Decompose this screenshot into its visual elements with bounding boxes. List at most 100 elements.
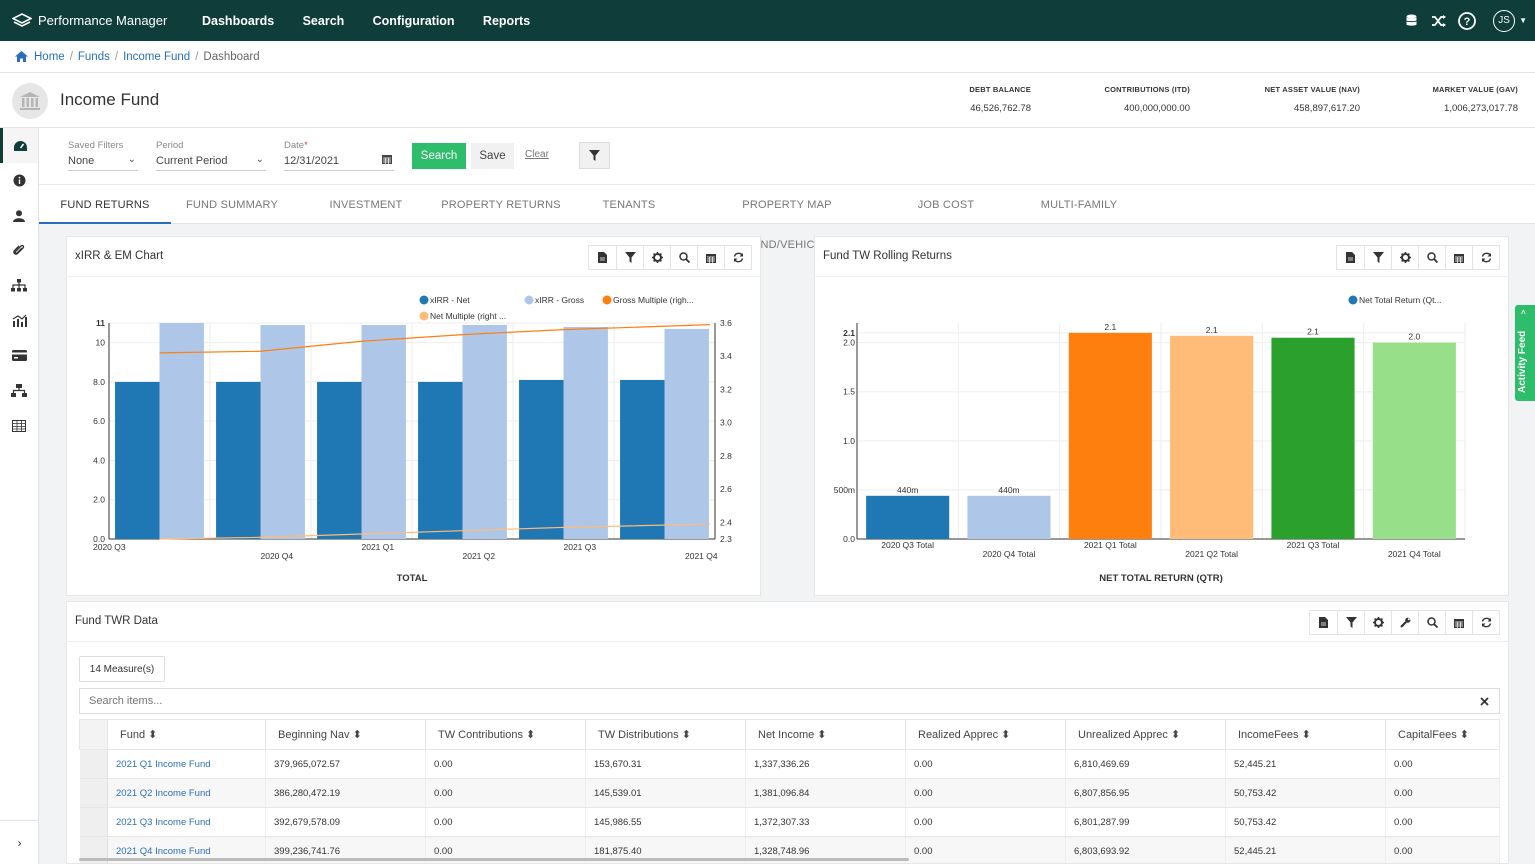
horizontal-scrollbar[interactable] — [79, 858, 909, 861]
nav-dashboards[interactable]: Dashboards — [202, 13, 275, 28]
legend-label: Net Multiple (right ... — [430, 311, 506, 321]
tab-fund-summary[interactable]: FUND SUMMARY — [185, 199, 279, 211]
breadcrumb-funds[interactable]: Funds — [77, 50, 110, 63]
refresh-icon[interactable] — [1472, 246, 1499, 269]
table-row: 2021 Q3 Income Fund 392,679,578.09 0.00 145… — [79, 807, 1500, 837]
legend-swatch — [524, 295, 534, 305]
table-cell: 386,280,472.19 — [265, 778, 426, 808]
period-select[interactable]: Period Current Period ⌄ — [156, 140, 266, 171]
chevron-down-icon[interactable]: ▼ — [1519, 16, 1527, 25]
tab-fund-returns[interactable]: FUND RETURNS — [39, 185, 171, 224]
column-header[interactable]: TW Contributions ⬍ — [425, 719, 586, 750]
close-icon[interactable] — [1469, 688, 1500, 714]
nav-configuration[interactable]: Configuration — [372, 13, 455, 28]
user-icon[interactable] — [0, 198, 38, 233]
breadcrumb-income-fund[interactable]: Income Fund — [123, 50, 191, 63]
export-icon[interactable] — [1310, 611, 1337, 634]
database-icon[interactable] — [1397, 0, 1425, 41]
column-header[interactable]: Beginning Nav ⬍ — [265, 719, 426, 750]
export-icon[interactable] — [1337, 246, 1364, 269]
breadcrumb-home[interactable]: Home — [34, 50, 65, 63]
line-gross-multiple — [159, 324, 710, 354]
search-input[interactable] — [79, 688, 1499, 714]
tab-investment-returns[interactable]: INVESTMENT RETURNS — [329, 199, 403, 251]
tab-property-returns[interactable]: PROPERTY RETURNS — [441, 199, 561, 211]
info-icon[interactable] — [0, 163, 38, 198]
bar-xirr-net — [115, 381, 160, 539]
calendar-icon[interactable] — [697, 246, 724, 269]
column-header[interactable]: TW Distributions ⬍ — [585, 719, 746, 750]
wrench-icon[interactable] — [1391, 611, 1418, 634]
table-cell: 0.00 — [425, 749, 586, 779]
app-brand[interactable]: Performance Manager — [0, 12, 202, 29]
hierarchy-icon[interactable] — [0, 268, 38, 303]
nav-search[interactable]: Search — [302, 13, 345, 28]
tab-property-map[interactable]: PROPERTY MAP (FUND/VEHICLE) — [741, 199, 833, 251]
refresh-icon[interactable] — [724, 246, 751, 269]
y-tick-label: 6.0 — [93, 416, 105, 426]
table-cell: 50,753.42 — [1225, 778, 1386, 808]
xirr-em-chart: 0.0 2.0 4.0 6.0 8.0 10 11 2.3 2.4 2.6 2.8 3.0 3.2 3.4… — [93, 295, 732, 584]
zoom-icon[interactable] — [1418, 246, 1445, 269]
search-button[interactable]: Search — [412, 143, 466, 169]
gear-icon[interactable] — [1364, 611, 1391, 634]
panel-title: xIRR & EM Chart — [75, 250, 164, 262]
refresh-icon[interactable] — [1472, 611, 1499, 634]
data-label: 2.1 — [1307, 327, 1319, 337]
table-cell: 1,372,307.33 — [745, 807, 906, 837]
data-label: 2.1 — [1206, 325, 1218, 335]
legend-swatch — [419, 295, 429, 305]
table-cell: 392,679,578.09 — [265, 807, 426, 837]
panel-toolbar — [1336, 245, 1500, 270]
column-header[interactable]: Realized Apprec ⬍ — [905, 719, 1066, 750]
measures-button[interactable]: 14 Measure(s) — [79, 656, 165, 682]
bar-xirr-net — [418, 381, 463, 539]
filter-icon[interactable] — [616, 246, 643, 269]
fund-link[interactable]: 2021 Q2 Income Fund — [107, 778, 266, 808]
x-tick-label: 2021 Q4 Total — [1388, 549, 1441, 559]
home-icon[interactable] — [15, 51, 28, 62]
paperclip-icon[interactable] — [0, 233, 38, 268]
user-avatar[interactable]: JS — [1493, 9, 1516, 32]
calendar-icon[interactable] — [1445, 246, 1472, 269]
table-cell: 379,965,072.57 — [265, 749, 426, 779]
fund-link[interactable]: 2021 Q1 Income Fund — [107, 749, 266, 779]
gear-icon[interactable] — [1391, 246, 1418, 269]
column-header[interactable]: CapitalFees ⬍ — [1385, 719, 1500, 750]
table-icon[interactable] — [0, 408, 38, 443]
analytics-icon[interactable] — [0, 303, 38, 338]
activity-feed-toggle[interactable]: ^ Activity Feed — [1515, 305, 1535, 401]
credit-card-icon[interactable] — [0, 338, 38, 373]
saved-filters-select[interactable]: Saved Filters None ⌄ — [68, 140, 138, 171]
filter-icon[interactable] — [1337, 611, 1364, 634]
chevron-down-icon: ⌄ — [127, 154, 136, 165]
filter-icon[interactable] — [1364, 246, 1391, 269]
shuffle-icon[interactable] — [1425, 0, 1453, 41]
column-header[interactable]: Net Income ⬍ — [745, 719, 906, 750]
save-button[interactable]: Save — [471, 143, 514, 169]
tab-tenants[interactable]: TENANTS — [602, 199, 656, 211]
calendar-icon[interactable] — [1445, 611, 1472, 634]
nav-reports[interactable]: Reports — [482, 13, 531, 28]
help-icon[interactable]: ? — [1453, 0, 1481, 41]
left-sidebar: › — [0, 128, 39, 864]
column-header[interactable]: Unrealized Apprec ⬍ — [1065, 719, 1226, 750]
gear-icon[interactable] — [643, 246, 670, 269]
column-header[interactable]: Fund ⬍ — [107, 719, 266, 750]
zoom-icon[interactable] — [1418, 611, 1445, 634]
table-cell: 153,670.31 — [585, 749, 746, 779]
x-axis-title: NET TOTAL RETURN (QTR) — [1099, 573, 1223, 584]
export-icon[interactable] — [589, 246, 616, 269]
fund-link[interactable]: 2021 Q3 Income Fund — [107, 807, 266, 837]
dashboard-gauge-icon[interactable] — [0, 128, 38, 163]
column-header[interactable]: IncomeFees ⬍ — [1225, 719, 1386, 750]
date-field[interactable]: Date* 12/31/2021 — [284, 140, 394, 171]
expand-sidebar-icon[interactable]: › — [0, 820, 39, 864]
zoom-icon[interactable] — [670, 246, 697, 269]
clear-button[interactable]: Clear — [525, 149, 549, 160]
tab-multi-family-metrics[interactable]: MULTI-FAMILY METRICS — [1040, 199, 1118, 251]
network-icon[interactable] — [0, 373, 38, 408]
layers-logo-icon — [12, 12, 32, 27]
filter-icon[interactable] — [579, 142, 610, 169]
tab-job-cost-metrics[interactable]: JOB COST METRICS — [917, 199, 975, 251]
